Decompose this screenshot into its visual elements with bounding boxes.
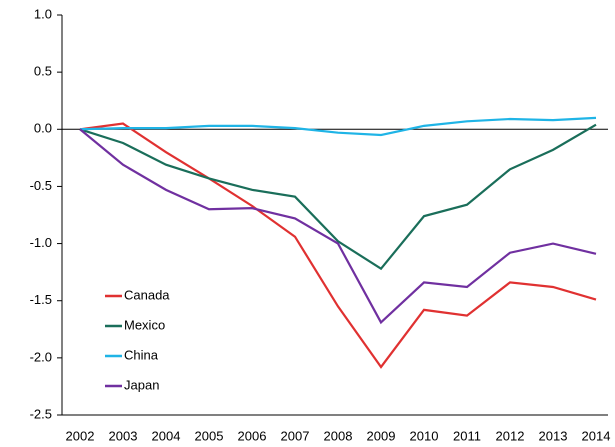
y-tick-label: 0.0 xyxy=(34,121,52,136)
y-tick-label: -2.0 xyxy=(30,349,52,364)
x-tick-label: 2010 xyxy=(410,428,439,443)
y-tick-label: -0.5 xyxy=(30,178,52,193)
x-tick-label: 2007 xyxy=(281,428,310,443)
y-tick-label: -2.5 xyxy=(30,406,52,421)
legend-label: China xyxy=(124,347,159,362)
x-tick-label: 2013 xyxy=(539,428,568,443)
legend-label: Japan xyxy=(124,377,159,392)
x-tick-label: 2009 xyxy=(367,428,396,443)
x-tick-label: 2002 xyxy=(66,428,95,443)
y-tick-label: 1.0 xyxy=(34,6,52,21)
line-series xyxy=(79,122,597,369)
line-series xyxy=(79,116,597,137)
x-tick-label: 2005 xyxy=(195,428,224,443)
line-series xyxy=(79,128,597,325)
legend-label: Canada xyxy=(124,287,170,302)
x-tick-label: 2006 xyxy=(238,428,267,443)
y-tick-label: 0.5 xyxy=(34,64,52,79)
y-tick-label: -1.5 xyxy=(30,292,52,307)
line-series xyxy=(79,123,597,271)
y-tick-label: -1.0 xyxy=(30,235,52,250)
x-tick-label: 2004 xyxy=(152,428,181,443)
x-tick-label: 2011 xyxy=(453,428,481,443)
x-tick-label: 2003 xyxy=(109,428,138,443)
x-tick-label: 2012 xyxy=(496,428,525,443)
x-tick-label: 2008 xyxy=(324,428,353,443)
legend-label: Mexico xyxy=(124,317,165,332)
x-tick-label: 2014 xyxy=(582,428,611,443)
